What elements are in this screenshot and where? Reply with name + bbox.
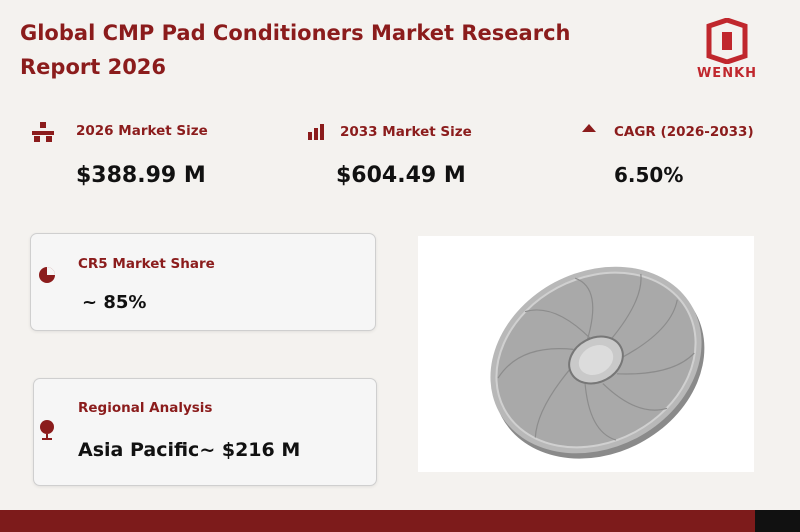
card-icon: [39, 267, 55, 283]
card-label: CR5 Market Share: [78, 256, 215, 272]
footer-bar-end: [755, 510, 800, 532]
product-image: [418, 236, 754, 472]
stat-icon: [582, 124, 596, 132]
card-icon: [40, 420, 54, 440]
footer-bar: [0, 510, 755, 532]
card: [30, 233, 376, 331]
card-label: Regional Analysis: [78, 400, 213, 416]
card-value: ~ 85%: [82, 292, 147, 313]
stat-label: 2026 Market Size: [76, 123, 208, 139]
stat-label: 2033 Market Size: [340, 124, 472, 140]
card: [33, 378, 377, 486]
card-value: Asia Pacific~ $216 M: [78, 439, 301, 461]
stat-label: CAGR (2026-2033): [614, 124, 754, 140]
stat-value: 6.50%: [614, 163, 684, 187]
logo-text: WENKH: [696, 66, 758, 81]
stat-icon: [32, 122, 54, 142]
stat-value: $388.99 M: [76, 163, 206, 188]
logo-icon: [706, 18, 748, 64]
title: Global CMP Pad Conditioners Market Resea…: [20, 21, 571, 79]
stat-icon: [308, 124, 324, 140]
stat-value: $604.49 M: [336, 163, 466, 188]
